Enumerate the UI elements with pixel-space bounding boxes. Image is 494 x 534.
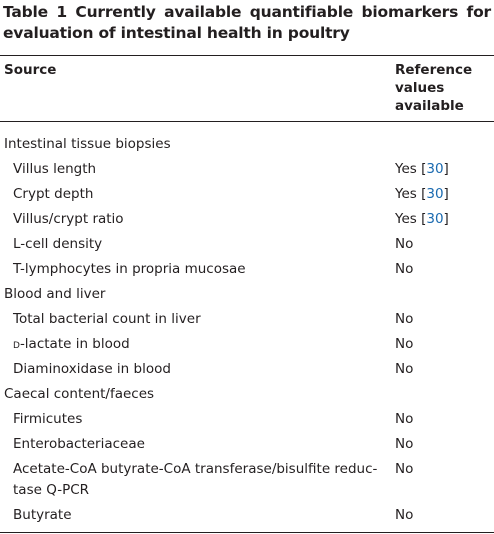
group-label: Blood and liver [4, 286, 106, 302]
source-cell: L-cell density [13, 236, 103, 252]
source-cell: Villus/crypt ratio [13, 211, 124, 227]
reference-link[interactable]: 30 [426, 161, 444, 177]
value-cell: Yes [30] [395, 184, 449, 205]
value-text: Yes [ [395, 186, 427, 202]
header-rule [0, 121, 494, 122]
value-cell: No [395, 461, 414, 477]
source-cell: Total bacterial count in liver [13, 311, 201, 327]
source-cell: Firmicutes [13, 411, 83, 427]
source-cell: Diaminoxidase in blood [13, 361, 171, 377]
caption-label: Table 1 [3, 3, 67, 21]
source-cell: Villus length [13, 161, 97, 177]
reference-link[interactable]: 30 [426, 211, 444, 227]
value-cell: No [395, 336, 414, 352]
header-reference: Reference values available [395, 62, 473, 114]
source-cell: T-lymphocytes in propria mucosae [13, 261, 246, 277]
value-cell: No [395, 411, 414, 427]
source-cell: Butyrate [13, 507, 72, 523]
source-line: tase Q-PCR [13, 482, 90, 498]
value-close: ] [443, 161, 449, 177]
top-rule [0, 55, 494, 56]
source-cell: d-lactate in blood [13, 334, 130, 355]
value-cell: No [395, 507, 414, 523]
value-cell: No [395, 436, 414, 452]
group-label: Caecal content/faeces [4, 386, 155, 402]
value-cell: No [395, 236, 414, 252]
value-cell: Yes [30] [395, 159, 449, 180]
group-label: Intestinal tissue biopsies [4, 136, 171, 152]
header-source: Source [4, 62, 57, 78]
caption-text: Currently available quantifiable biomark… [3, 3, 491, 42]
value-text: Yes [ [395, 161, 427, 177]
source-cell: Crypt depth [13, 186, 94, 202]
source-cell: Enterobacteriaceae [13, 436, 145, 452]
source-line: Acetate-CoA butyrate-CoA transferase/bis… [13, 461, 378, 477]
value-cell: Yes [30] [395, 209, 449, 230]
small-caps: d [13, 336, 20, 352]
value-close: ] [443, 211, 449, 227]
value-cell: No [395, 361, 414, 377]
source-text: -lactate in blood [19, 336, 130, 352]
value-close: ] [443, 186, 449, 202]
table-caption: Table 1 Currently available quantifiable… [3, 2, 491, 44]
value-cell: No [395, 311, 414, 327]
bottom-rule [0, 532, 494, 533]
source-cell: Acetate-CoA butyrate-CoA transferase/bis… [13, 459, 377, 501]
reference-link[interactable]: 30 [426, 186, 444, 202]
value-cell: No [395, 261, 414, 277]
value-text: Yes [ [395, 211, 427, 227]
